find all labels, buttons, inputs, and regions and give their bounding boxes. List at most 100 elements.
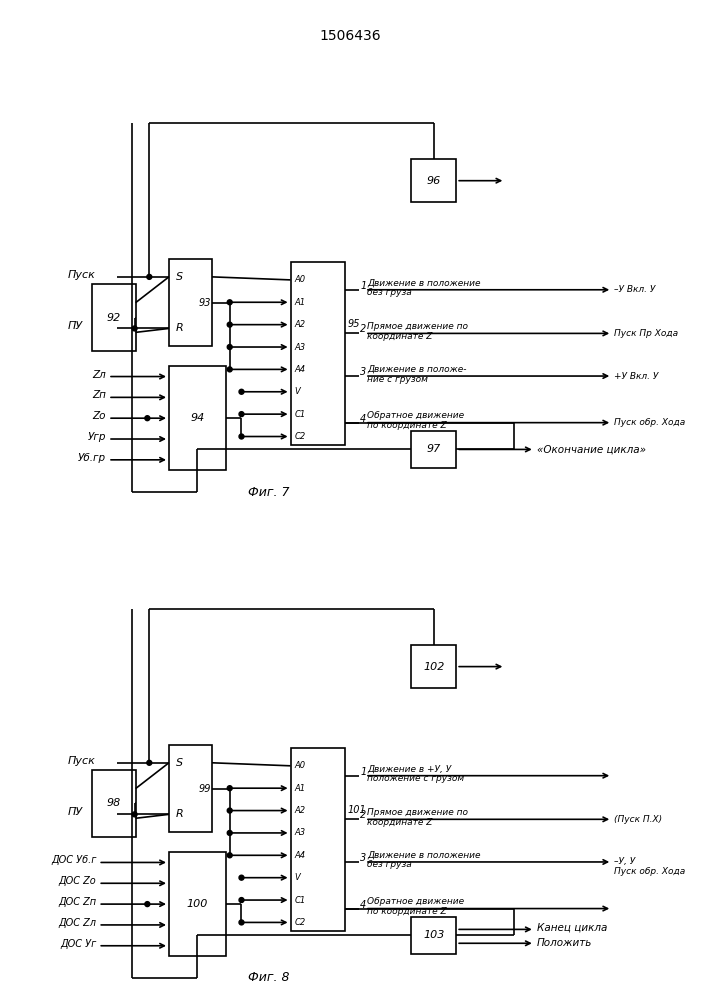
Text: без груза: без груза xyxy=(367,288,411,297)
Text: V: V xyxy=(294,387,300,396)
Text: 98: 98 xyxy=(107,798,121,808)
Text: S: S xyxy=(176,758,183,768)
Text: 3: 3 xyxy=(360,853,366,863)
Text: Пуск: Пуск xyxy=(68,756,95,766)
Text: Фиг. 7: Фиг. 7 xyxy=(248,486,290,499)
Text: A3: A3 xyxy=(294,343,305,352)
Text: координате Z: координате Z xyxy=(367,332,433,341)
Text: 96: 96 xyxy=(426,176,440,186)
Circle shape xyxy=(227,322,232,327)
Text: Уб.гр: Уб.гр xyxy=(78,453,106,463)
Text: ние с грузом: ние с грузом xyxy=(367,375,428,384)
Text: ПУ: ПУ xyxy=(68,321,83,331)
Text: A2: A2 xyxy=(294,320,305,329)
Text: C1: C1 xyxy=(294,896,305,905)
Bar xyxy=(169,259,212,346)
Text: C2: C2 xyxy=(294,432,305,441)
Text: 4: 4 xyxy=(360,414,366,424)
Text: A4: A4 xyxy=(294,851,305,860)
Text: 3: 3 xyxy=(360,367,366,377)
Text: ДОС Уг: ДОС Уг xyxy=(60,939,96,949)
Text: ДОС Zо: ДОС Zо xyxy=(59,876,96,886)
Bar xyxy=(291,262,346,445)
Circle shape xyxy=(132,812,137,817)
Text: Движение в положе-: Движение в положе- xyxy=(367,365,467,374)
Text: –У Вкл. У: –У Вкл. У xyxy=(614,285,655,294)
Circle shape xyxy=(227,830,232,835)
Text: Движение в +У, У: Движение в +У, У xyxy=(367,764,451,773)
Circle shape xyxy=(239,875,244,880)
Circle shape xyxy=(132,326,137,331)
Text: 97: 97 xyxy=(426,444,440,454)
Text: A0: A0 xyxy=(294,761,305,770)
Text: 99: 99 xyxy=(199,784,211,794)
Text: ДОС Уб.г: ДОС Уб.г xyxy=(51,855,96,865)
Text: 95: 95 xyxy=(347,319,360,329)
Text: A4: A4 xyxy=(294,365,305,374)
Text: 1: 1 xyxy=(360,767,366,777)
Text: A3: A3 xyxy=(294,828,305,837)
Text: R: R xyxy=(176,323,184,333)
Bar xyxy=(93,770,136,837)
Circle shape xyxy=(239,898,244,903)
Text: Прямое движение по: Прямое движение по xyxy=(367,808,468,817)
Text: +У Вкл. У: +У Вкл. У xyxy=(614,372,658,381)
Circle shape xyxy=(239,434,244,439)
Text: Zп: Zп xyxy=(93,390,106,400)
Text: Канец цикла: Канец цикла xyxy=(537,922,607,932)
Text: ДОС Zл: ДОС Zл xyxy=(59,918,96,928)
Text: Прямое движение по: Прямое движение по xyxy=(367,322,468,331)
Text: Фиг. 8: Фиг. 8 xyxy=(248,971,290,984)
Text: Пуск обр. Хода: Пуск обр. Хода xyxy=(614,418,685,427)
Text: Угр: Угр xyxy=(88,432,106,442)
Text: 93: 93 xyxy=(199,298,211,308)
Text: C2: C2 xyxy=(294,918,305,927)
Bar xyxy=(411,916,456,954)
Text: 103: 103 xyxy=(423,930,445,940)
Text: Пуск Пр Хода: Пуск Пр Хода xyxy=(614,329,678,338)
Text: S: S xyxy=(176,272,183,282)
Circle shape xyxy=(227,786,232,791)
Text: Пуск: Пуск xyxy=(68,270,95,280)
Text: 4: 4 xyxy=(360,900,366,910)
Text: 1: 1 xyxy=(360,281,366,291)
Text: положение с грузом: положение с грузом xyxy=(367,774,464,783)
Text: Zл: Zл xyxy=(93,370,106,380)
Text: –У, У: –У, У xyxy=(614,857,636,866)
Circle shape xyxy=(227,367,232,372)
Circle shape xyxy=(227,808,232,813)
Text: ДОС Zп: ДОС Zп xyxy=(58,897,96,907)
Text: A0: A0 xyxy=(294,275,305,284)
Text: Обратное движение: Обратное движение xyxy=(367,411,464,420)
Text: 101: 101 xyxy=(347,805,366,815)
Text: A1: A1 xyxy=(294,298,305,307)
Text: координате Z: координате Z xyxy=(367,818,433,827)
Circle shape xyxy=(227,853,232,858)
Bar xyxy=(411,431,456,468)
Text: V: V xyxy=(294,873,300,882)
Text: Обратное движение: Обратное движение xyxy=(367,897,464,906)
Text: «Окончание цикла»: «Окончание цикла» xyxy=(537,444,645,454)
Text: Zо: Zо xyxy=(93,411,106,421)
Bar xyxy=(93,284,136,351)
Text: (Пуск П.Х): (Пуск П.Х) xyxy=(614,815,662,824)
Text: R: R xyxy=(176,809,184,819)
Text: по координате Z: по координате Z xyxy=(367,421,447,430)
Text: A1: A1 xyxy=(294,784,305,793)
Text: Пуск обр. Хода: Пуск обр. Хода xyxy=(614,867,685,876)
Text: 2: 2 xyxy=(360,810,366,820)
Circle shape xyxy=(239,920,244,925)
Bar xyxy=(169,745,212,832)
Circle shape xyxy=(227,300,232,305)
Circle shape xyxy=(145,902,150,907)
Circle shape xyxy=(239,412,244,417)
Bar xyxy=(169,366,226,470)
Text: 1506436: 1506436 xyxy=(320,29,381,43)
Circle shape xyxy=(227,345,232,349)
Circle shape xyxy=(147,760,152,765)
Bar xyxy=(411,159,456,202)
Text: 94: 94 xyxy=(190,413,204,423)
Bar xyxy=(291,748,346,931)
Circle shape xyxy=(145,416,150,421)
Text: по координате Z: по координате Z xyxy=(367,907,447,916)
